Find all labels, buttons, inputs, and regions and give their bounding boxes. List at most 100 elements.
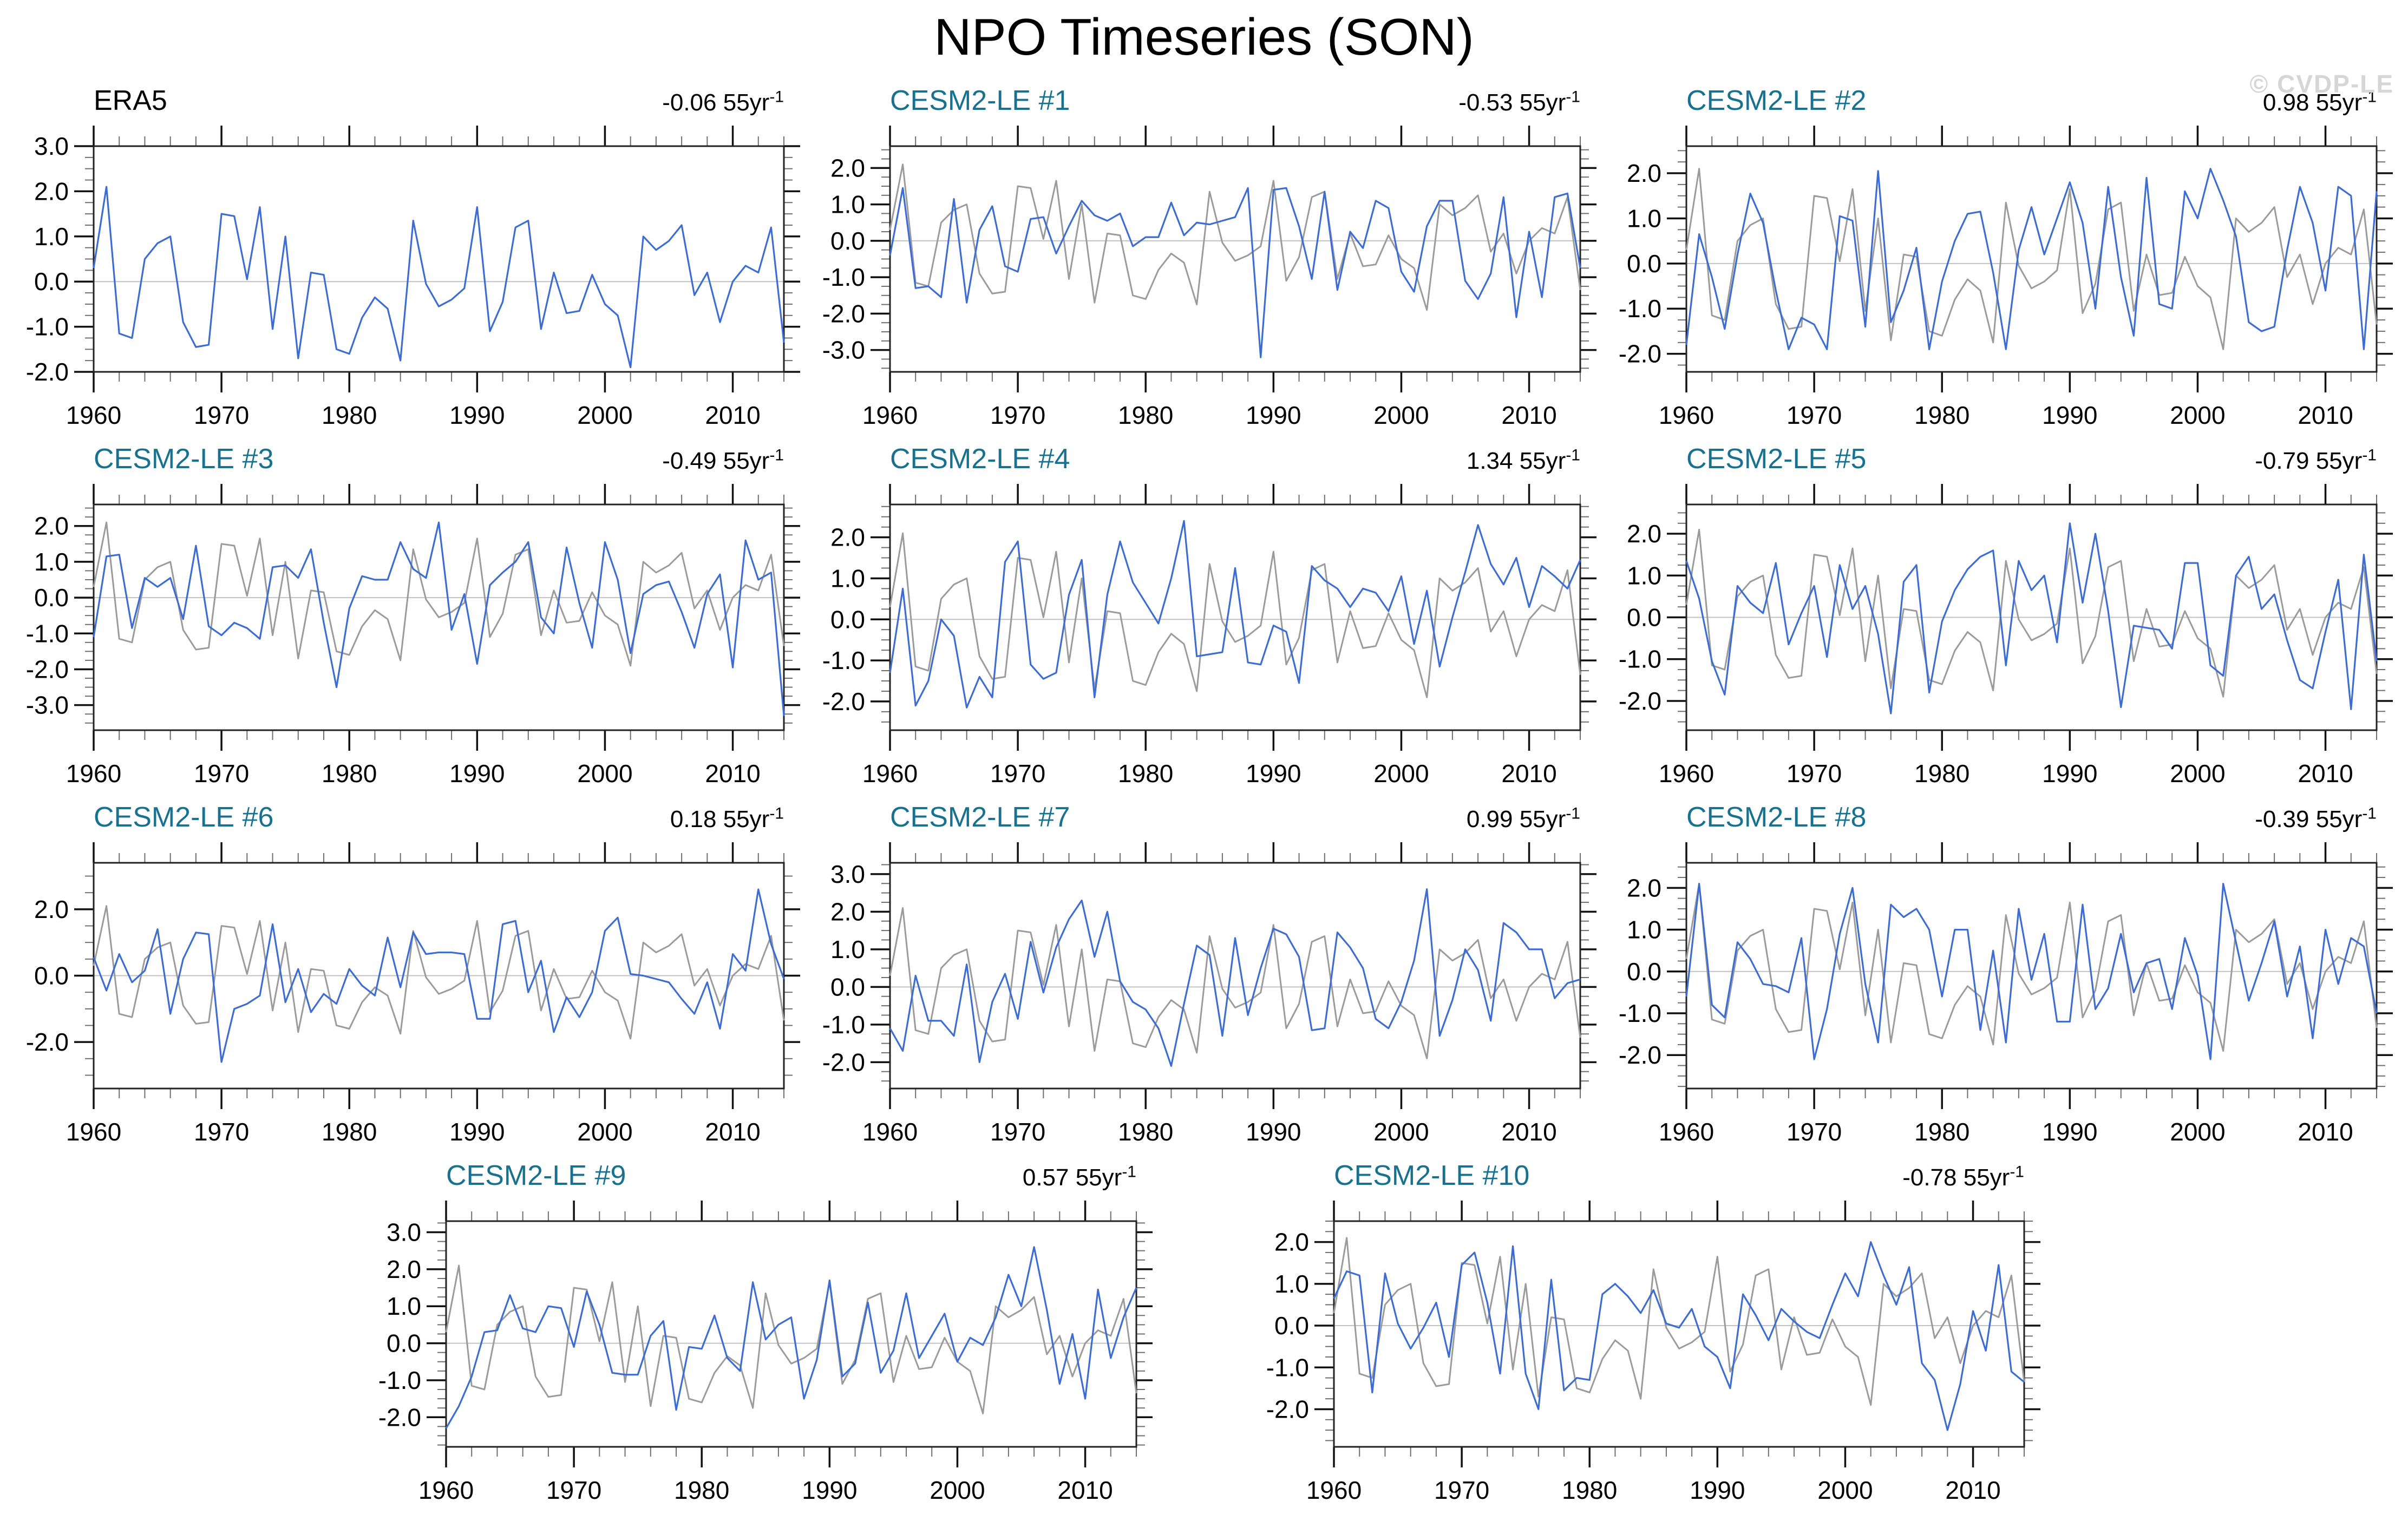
y-tick-label: -2.0 <box>1619 687 1661 715</box>
panel-header: CESM2-LE #2 0.98 55yr-1 <box>1608 81 2393 115</box>
x-tick-label: 1970 <box>1787 1118 1842 1146</box>
y-tick-label: -2.0 <box>822 299 865 327</box>
x-tick-label: 1990 <box>449 1118 505 1146</box>
x-tick-label: 1960 <box>66 401 121 429</box>
x-tick-label: 1970 <box>990 759 1045 788</box>
panel-row-centered: CESM2-LE #9 0.57 55yr-1 1960 1970 1980 1990 20… <box>0 1156 2408 1509</box>
x-tick-label: 1970 <box>546 1476 601 1504</box>
y-tick-label: 0.0 <box>830 605 865 633</box>
x-tick-label: 2010 <box>1501 759 1556 788</box>
y-tick-label: -3.0 <box>822 336 865 364</box>
timeseries-line <box>445 1246 1137 1429</box>
x-tick-label: 1980 <box>322 1118 377 1146</box>
x-tick-label: 1960 <box>66 1118 121 1146</box>
x-tick-label: 2010 <box>1945 1476 2000 1504</box>
trend-exponent: -1 <box>769 446 784 464</box>
x-tick-label: 1960 <box>1659 401 1714 429</box>
y-tick-label: 2.0 <box>1627 874 1661 902</box>
plot-frame <box>445 1220 1137 1448</box>
y-tick-label: 1.0 <box>387 1292 421 1320</box>
y-tick-label: -1.0 <box>1266 1353 1309 1381</box>
panel-header: CESM2-LE #10 -0.78 55yr-1 <box>1255 1156 2040 1190</box>
y-tick-label: 1.0 <box>830 191 865 219</box>
x-tick-label: 1980 <box>1562 1476 1617 1504</box>
panel-header: ERA5 -0.06 55yr-1 <box>15 81 800 115</box>
timeseries-panel: CESM2-LE #5 -0.79 55yr-1 1960 1970 1980 1990 2… <box>1608 440 2393 792</box>
reference-line-era5 <box>889 163 1581 311</box>
reference-line-era5 <box>889 532 1581 698</box>
timeseries-panel: CESM2-LE #8 -0.39 55yr-1 1960 1970 1980 1990 2… <box>1608 798 2393 1151</box>
timeseries-line <box>1333 1241 2025 1431</box>
y-tick-label: 3.0 <box>34 132 69 160</box>
timeseries-line <box>93 521 785 716</box>
timeseries-line <box>93 888 785 1063</box>
y-tick-label: -2.0 <box>1619 340 1661 368</box>
trend-exponent: -1 <box>1566 88 1580 106</box>
panel-trend-label: -0.49 55yr-1 <box>662 446 784 474</box>
panel-header: CESM2-LE #5 -0.79 55yr-1 <box>1608 440 2393 473</box>
y-tick-label: 1.0 <box>34 222 69 251</box>
panel-grid: ERA5 -0.06 55yr-1 1960 1970 1980 1990 2000 2010… <box>0 81 2408 1151</box>
y-tick-label: 1.0 <box>1627 204 1661 232</box>
x-tick-label: 1970 <box>990 1118 1045 1146</box>
timeseries-panel: CESM2-LE #1 -0.53 55yr-1 1960 1970 1980 1990 2… <box>812 81 1596 434</box>
timeseries-plot: 1960 1970 1980 1990 2000 2010 -2.0 -1.0 0.0 1.0 2.… <box>1266 1201 2040 1504</box>
y-tick-label: 0.0 <box>34 267 69 296</box>
y-tick-label: 0.0 <box>830 227 865 255</box>
y-tick-label: -2.0 <box>822 687 865 716</box>
panel-title: ERA5 <box>94 85 167 116</box>
x-tick-label: 2000 <box>2170 1118 2225 1146</box>
panel-header: CESM2-LE #7 0.99 55yr-1 <box>812 798 1596 831</box>
y-tick-label: 2.0 <box>34 895 69 923</box>
y-tick-label: 0.0 <box>387 1329 421 1358</box>
x-tick-label: 1990 <box>449 401 505 429</box>
timeseries-plot: 1960 1970 1980 1990 2000 2010 -2.0 -1.0 0.0 1.0 2.… <box>26 126 800 429</box>
y-tick-label: -2.0 <box>26 358 69 386</box>
x-tick-label: 2000 <box>1373 759 1429 788</box>
timeseries-plot: 1960 1970 1980 1990 2000 2010 -2.0 0.0 2.0 <box>26 842 800 1146</box>
timeseries-panel: CESM2-LE #3 -0.49 55yr-1 1960 1970 1980 1990 2… <box>15 440 800 792</box>
y-tick-label: 0.0 <box>34 584 69 612</box>
plot-frame <box>1333 1220 2025 1448</box>
timeseries-line <box>889 888 1581 1067</box>
y-tick-label: 2.0 <box>34 512 69 540</box>
x-tick-label: 2000 <box>577 759 632 788</box>
panel-header: CESM2-LE #8 -0.39 55yr-1 <box>1608 798 2393 831</box>
x-tick-label: 1970 <box>1787 759 1842 788</box>
x-tick-label: 1990 <box>1246 1118 1301 1146</box>
y-tick-label: 0.0 <box>34 962 69 990</box>
y-tick-label: 2.0 <box>1627 159 1661 187</box>
x-tick-label: 2010 <box>2298 401 2353 429</box>
x-tick-label: 1980 <box>1914 759 1969 788</box>
plot-frame <box>1685 862 2378 1090</box>
y-tick-label: 2.0 <box>387 1255 421 1283</box>
plot-frame <box>93 145 785 373</box>
trend-exponent: -1 <box>1122 1163 1136 1181</box>
y-tick-label: 2.0 <box>830 523 865 552</box>
x-tick-label: 1960 <box>862 759 918 788</box>
panel-header: CESM2-LE #4 1.34 55yr-1 <box>812 440 1596 473</box>
x-tick-label: 1960 <box>418 1476 474 1504</box>
x-tick-label: 1970 <box>1434 1476 1489 1504</box>
x-tick-label: 1990 <box>2042 759 2097 788</box>
x-tick-label: 2010 <box>1057 1476 1113 1504</box>
panel-trend-label: -0.53 55yr-1 <box>1458 88 1580 116</box>
y-tick-label: 3.0 <box>830 860 865 888</box>
timeseries-panel: CESM2-LE #6 0.18 55yr-1 1960 1970 1980 1990 20… <box>15 798 800 1151</box>
trend-exponent: -1 <box>2362 446 2377 464</box>
y-tick-label: 0.0 <box>830 973 865 1001</box>
timeseries-panel: CESM2-LE #9 0.57 55yr-1 1960 1970 1980 1990 20… <box>368 1156 1153 1509</box>
y-tick-label: 1.0 <box>1627 561 1661 589</box>
x-tick-label: 2000 <box>1373 401 1429 429</box>
timeseries-plot: 1960 1970 1980 1990 2000 2010 -2.0 -1.0 0.0 1.0 2.… <box>1619 484 2393 788</box>
panel-header: CESM2-LE #9 0.57 55yr-1 <box>368 1156 1153 1190</box>
panel-trend-label: -0.06 55yr-1 <box>662 88 784 116</box>
panel-header: CESM2-LE #3 -0.49 55yr-1 <box>15 440 800 473</box>
y-tick-label: -2.0 <box>378 1403 421 1431</box>
x-tick-label: 1960 <box>1659 1118 1714 1146</box>
y-tick-label: -2.0 <box>26 655 69 683</box>
plot-frame <box>889 145 1581 373</box>
x-tick-label: 1970 <box>194 759 249 788</box>
panel-title: CESM2-LE #7 <box>890 802 1070 833</box>
reference-line-era5 <box>1685 883 2378 1052</box>
